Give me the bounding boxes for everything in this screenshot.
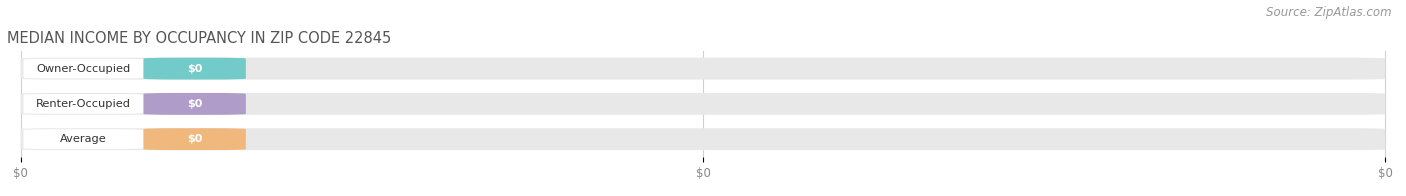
FancyBboxPatch shape <box>143 58 246 80</box>
Text: MEDIAN INCOME BY OCCUPANCY IN ZIP CODE 22845: MEDIAN INCOME BY OCCUPANCY IN ZIP CODE 2… <box>7 31 391 46</box>
FancyBboxPatch shape <box>24 94 143 114</box>
Text: $0: $0 <box>187 99 202 109</box>
FancyBboxPatch shape <box>21 128 1385 150</box>
FancyBboxPatch shape <box>143 93 246 115</box>
FancyBboxPatch shape <box>21 58 1385 80</box>
FancyBboxPatch shape <box>24 59 143 78</box>
Text: Average: Average <box>60 134 107 144</box>
FancyBboxPatch shape <box>21 93 1385 115</box>
Text: Source: ZipAtlas.com: Source: ZipAtlas.com <box>1267 6 1392 19</box>
FancyBboxPatch shape <box>143 128 246 150</box>
Text: $0: $0 <box>187 134 202 144</box>
Text: Renter-Occupied: Renter-Occupied <box>37 99 131 109</box>
Text: Owner-Occupied: Owner-Occupied <box>37 64 131 74</box>
Text: $0: $0 <box>187 64 202 74</box>
FancyBboxPatch shape <box>24 129 143 149</box>
